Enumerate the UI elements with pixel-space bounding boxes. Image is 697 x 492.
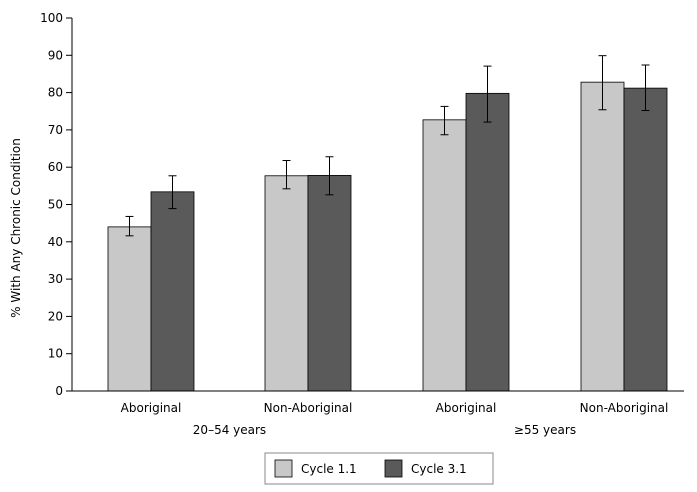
y-tick-label: 60 <box>48 160 63 174</box>
x-tick-label: Non-Aboriginal <box>580 401 669 415</box>
error-bars <box>125 55 650 237</box>
bar <box>150 191 195 392</box>
legend-label: Cycle 1.1 <box>301 462 357 476</box>
x-tick-label: Aboriginal <box>121 401 182 415</box>
bar <box>307 175 352 392</box>
y-tick-label: 90 <box>48 48 63 62</box>
y-tick-label: 100 <box>40 11 63 25</box>
x-group-label: ≥55 years <box>514 423 576 437</box>
y-tick-label: 50 <box>48 198 63 212</box>
x-group-label: 20–54 years <box>193 423 266 437</box>
y-tick-label: 10 <box>48 347 63 361</box>
y-tick-label: 30 <box>48 272 63 286</box>
bar <box>623 87 668 392</box>
bar <box>580 81 625 392</box>
bar <box>465 92 510 392</box>
y-axis-title: % With Any Chronic Condition <box>9 138 23 318</box>
legend-swatch <box>384 459 403 478</box>
y-tick-label: 40 <box>48 235 63 249</box>
y-tick-label: 0 <box>55 384 63 398</box>
legend-box <box>264 452 494 485</box>
y-axis: 0 10 20 30 40 50 60 70 80 90 100 <box>40 11 73 398</box>
y-tick-label: 80 <box>48 86 63 100</box>
bar <box>264 175 309 392</box>
y-tick-label: 20 <box>48 309 63 323</box>
y-tick-label: 70 <box>48 123 63 137</box>
x-tick-label: Aboriginal <box>436 401 497 415</box>
legend-swatch <box>274 459 293 478</box>
bar <box>107 226 152 392</box>
x-axis: Aboriginal Non-Aboriginal Aboriginal Non-Ab… <box>72 390 684 437</box>
bars <box>107 81 668 392</box>
legend-label: Cycle 3.1 <box>411 462 467 476</box>
x-tick-label: Non-Aboriginal <box>264 401 353 415</box>
legend: Cycle 1.1 Cycle 3.1 <box>264 452 494 485</box>
bar <box>422 119 467 392</box>
